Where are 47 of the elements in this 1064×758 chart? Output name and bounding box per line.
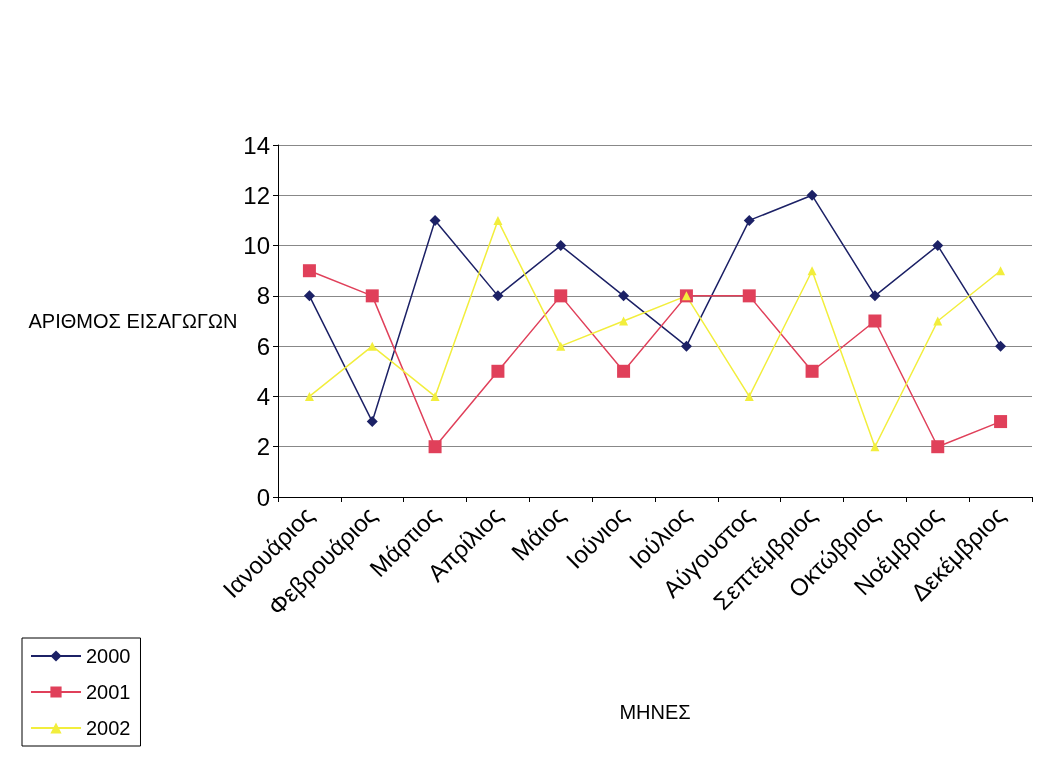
y-tick-label: 8 — [256, 282, 270, 310]
legend-label: 2002 — [86, 717, 131, 739]
y-axis-title: ΑΡΙΘΜΟΣ ΕΙΣΑΓΩΓΩΝ — [28, 310, 238, 332]
point — [806, 189, 818, 201]
point — [619, 316, 629, 326]
point — [429, 214, 441, 226]
point — [931, 440, 945, 454]
point — [302, 264, 316, 278]
point — [617, 364, 631, 378]
point — [365, 289, 379, 303]
y-tick-label: 0 — [256, 483, 270, 511]
point — [742, 289, 756, 303]
point — [556, 341, 566, 351]
point — [805, 364, 819, 378]
point — [430, 391, 440, 401]
point — [366, 416, 378, 428]
y-tick-label: 12 — [243, 181, 270, 209]
point — [303, 290, 315, 302]
point — [807, 266, 817, 276]
point — [555, 240, 567, 252]
point — [743, 214, 755, 226]
y-tick-label: 10 — [243, 232, 270, 260]
point — [493, 215, 503, 225]
y-tick-label: 14 — [243, 131, 270, 159]
point — [994, 415, 1008, 429]
point — [870, 442, 880, 452]
point — [996, 266, 1006, 276]
point — [304, 391, 314, 401]
point — [744, 391, 754, 401]
legend-label: 2001 — [86, 681, 131, 703]
point — [367, 341, 377, 351]
x-axis-title: ΜΗΝΕΣ — [619, 701, 691, 723]
point — [932, 240, 944, 252]
legend-label: 2000 — [86, 645, 131, 667]
point — [428, 440, 442, 454]
point — [680, 340, 692, 352]
y-tick-label: 6 — [256, 332, 270, 360]
point — [554, 289, 568, 303]
y-tick-label: 4 — [256, 382, 270, 410]
y-tick-label: 2 — [256, 433, 270, 461]
point — [491, 364, 505, 378]
point — [492, 290, 504, 302]
point — [868, 314, 882, 328]
point — [618, 290, 630, 302]
point — [933, 316, 943, 326]
point — [995, 340, 1007, 352]
point — [869, 290, 881, 302]
